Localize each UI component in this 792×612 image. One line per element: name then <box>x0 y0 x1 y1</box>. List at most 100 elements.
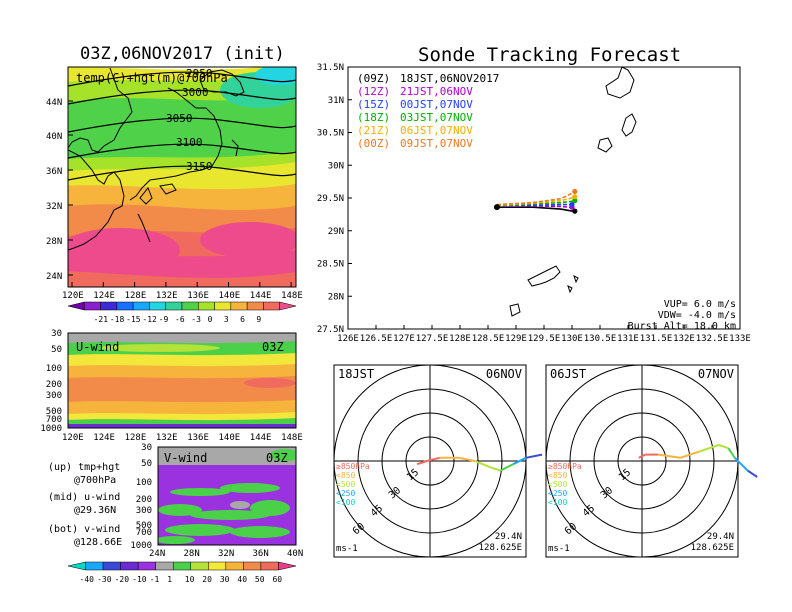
hodograph-unit: ms-1 <box>336 544 358 554</box>
wind-colorbar-swatch <box>278 561 297 571</box>
launch-point <box>493 204 500 211</box>
lon-tick-label: 148E <box>281 291 303 301</box>
lon-tick-label: 126E <box>337 334 359 344</box>
contour-label: 2950 <box>186 67 213 80</box>
wind-level-label: 20 <box>202 575 212 584</box>
v-wind-band <box>170 488 230 496</box>
pressure-tick-label: 1000 <box>130 541 152 551</box>
lon-tick-label: 120E <box>62 433 84 443</box>
hodograph-segment <box>474 460 492 469</box>
u-wind-band <box>68 364 296 380</box>
u-wind-band <box>68 424 296 428</box>
wind-level-label: -10 <box>132 575 147 584</box>
wind-level-label: 60 <box>272 575 282 584</box>
v-wind-band <box>230 501 250 509</box>
temperature-colorbar-swatch <box>181 301 199 311</box>
v-wind-band <box>220 483 280 493</box>
lon-tick-label: 129.5E <box>528 334 561 344</box>
hodograph-segment <box>699 444 720 453</box>
lon-tick-label: 130E <box>561 334 583 344</box>
v-wind-band <box>158 536 195 544</box>
legend-time: 21JST,06NOV <box>400 85 473 98</box>
temperature-level-label: 0 <box>208 315 213 324</box>
u-wind-band <box>68 333 296 345</box>
pressure-tick-label: 50 <box>141 459 152 469</box>
pressure-tick-label: 30 <box>51 329 62 339</box>
lat-tick-label: 29.5N <box>317 194 344 204</box>
wind-level-label: 40 <box>237 575 247 584</box>
wind-colorbar-swatch <box>102 561 121 571</box>
burst-point <box>569 201 575 208</box>
wind-level-label: -40 <box>80 575 95 584</box>
temperature-colorbar-swatch <box>149 301 166 311</box>
pressure-tick-label: 100 <box>46 364 62 374</box>
legend-time: 18JST,06NOV2017 <box>400 72 499 85</box>
lat-tick-label: 28N <box>184 549 200 559</box>
v-wind-band <box>270 449 296 461</box>
pressure-tick-label: 700 <box>136 528 152 538</box>
hodograph-segment <box>525 453 543 459</box>
temperature-colorbar-swatch <box>67 301 85 311</box>
lat-tick-label: 31.5N <box>317 63 344 73</box>
pressure-tick-label: 300 <box>136 506 152 516</box>
hodograph-segment <box>727 447 736 459</box>
temperature-level-label: -6 <box>175 315 185 324</box>
lat-tick-label: 32N <box>46 202 62 212</box>
lon-tick-label: 124E <box>93 291 115 301</box>
wind-colorbar-swatch <box>155 561 174 571</box>
temperature-colorbar: -21 -18 -15 -12 -9 -6 -3 0 3 6 9 <box>67 301 297 324</box>
hodograph-segment <box>680 450 700 459</box>
height-contour <box>68 89 296 105</box>
temperature-colorbar-swatch <box>116 301 134 311</box>
temperature-band <box>68 271 296 287</box>
pressure-tick-label: 200 <box>46 380 62 390</box>
lon-tick-label: 140E <box>219 291 241 301</box>
temperature-colorbar-swatch <box>165 301 183 311</box>
contour-label: 3000 <box>182 86 209 99</box>
lon-tick-label: 132E <box>673 334 695 344</box>
wind-colorbar: -40 -30 -20 -10 -1 1 10 20 30 40 50 60 <box>67 561 297 584</box>
temperature-colorbar-swatch <box>230 301 248 311</box>
hodograph-segment <box>499 463 514 472</box>
pressure-tick-label: 1000 <box>40 424 62 434</box>
lon-tick-label: 140E <box>219 433 241 443</box>
lon-tick-label: 148E <box>281 433 303 443</box>
lon-tick-label: 129E <box>505 334 527 344</box>
lon-tick-label: 131.5E <box>640 334 673 344</box>
coastline-islands <box>509 67 637 317</box>
hodograph-level-label: <250 <box>548 489 567 498</box>
hodograph-level-label: ≥850hPa <box>336 462 370 471</box>
wind-colorbar-swatch <box>260 561 279 571</box>
height-contour <box>68 143 296 159</box>
hodograph-level-label: <500 <box>336 480 355 489</box>
panel-note: (bot) v-wind <box>48 524 120 535</box>
legend-time: 09JST,07NOV <box>400 137 473 150</box>
track-parameter: Burst Alt= 18.0 km <box>628 321 736 332</box>
tracking-map: 31.5N 31N 30.5N 30N 29.5N 29N 28.5N 28N 27.5N 12… <box>317 63 751 344</box>
wind-colorbar-swatch <box>85 561 104 571</box>
lat-tick-label: 30N <box>328 161 344 171</box>
u-wind-band <box>68 353 296 368</box>
pressure-tick-label: 700 <box>46 415 62 425</box>
contour-label: 3150 <box>186 160 213 173</box>
lat-tick-label: 36N <box>46 167 62 177</box>
pressure-tick-label: 100 <box>136 478 152 488</box>
lat-tick-label: 24N <box>149 549 165 559</box>
v-wind-label: V-wind <box>164 451 207 465</box>
legend-code: (21Z) <box>357 124 390 137</box>
lat-tick-label: 30.5N <box>317 129 344 139</box>
legend-time: 03JST,07NOV <box>400 111 473 124</box>
wind-colorbar-swatch <box>137 561 156 571</box>
lat-tick-label: 44N <box>46 98 62 108</box>
init-time-title: 03Z,06NOV2017 (init) <box>80 44 285 64</box>
u-wind-label: U-wind <box>76 340 119 354</box>
lon-tick-label: 132.5E <box>696 334 729 344</box>
lon-tick-label: 144E <box>250 433 272 443</box>
lon-tick-label: 128.5E <box>472 334 505 344</box>
lat-tick-label: 40N <box>46 132 62 142</box>
hodograph-level-label: <250 <box>336 489 355 498</box>
